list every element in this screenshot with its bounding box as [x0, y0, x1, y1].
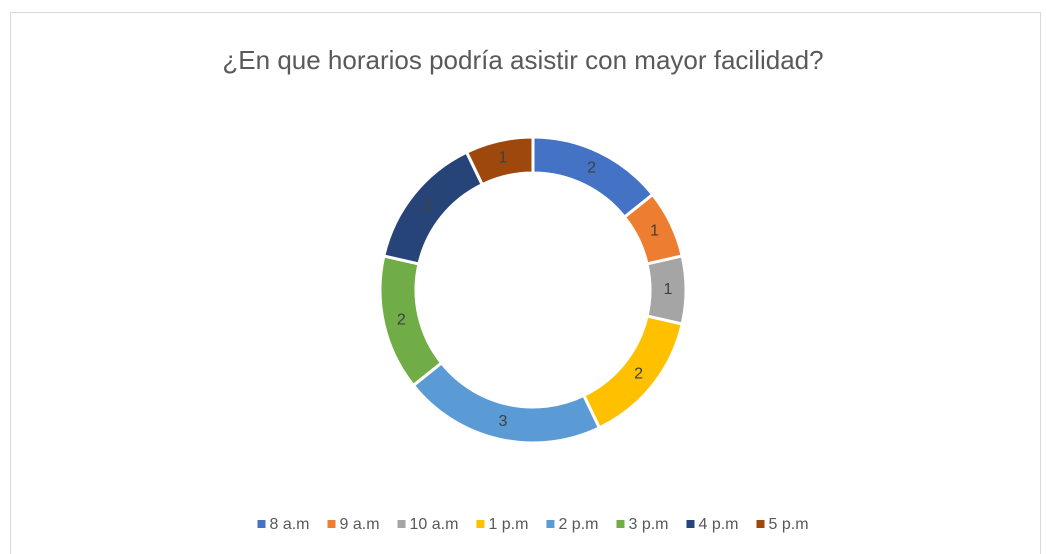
legend-marker	[756, 520, 765, 528]
legend-label: 9 a.m	[340, 516, 380, 533]
legend-marker	[616, 520, 625, 528]
legend-label: 1 p.m	[488, 516, 528, 533]
data-label: 2	[397, 311, 406, 328]
legend-marker	[257, 520, 266, 528]
data-label: 1	[664, 281, 673, 298]
legend-marker	[546, 520, 555, 528]
legend-label: 2 p.m	[558, 516, 598, 533]
legend-label: 5 p.m	[769, 516, 809, 533]
legend-marker	[686, 520, 695, 528]
legend-marker	[397, 520, 406, 528]
data-label: 1	[650, 223, 659, 240]
donut-segment	[464, 135, 535, 187]
legend-label: 3 p.m	[628, 516, 668, 533]
data-label: 2	[634, 365, 643, 382]
legend-label: 4 p.m	[698, 516, 738, 533]
legend-label: 8 a.m	[269, 516, 309, 533]
data-label: 1	[499, 150, 508, 167]
legend-label: 10 a.m	[410, 516, 459, 533]
data-label: 2	[423, 197, 432, 214]
legend-marker	[327, 520, 336, 528]
chart-area	[10, 12, 1041, 554]
legend-marker	[476, 520, 485, 528]
data-label: 3	[499, 413, 508, 430]
data-label: 2	[587, 160, 596, 177]
chart-title: ¿En que horarios podría asistir con mayo…	[222, 45, 823, 75]
